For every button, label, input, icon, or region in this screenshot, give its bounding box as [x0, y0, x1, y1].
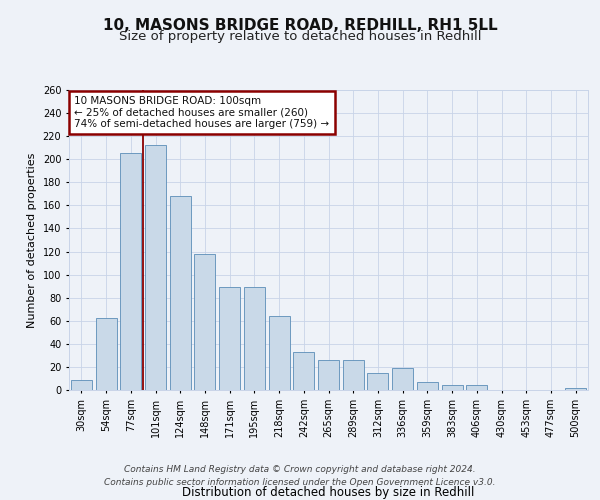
Text: Contains HM Land Registry data © Crown copyright and database right 2024.
Contai: Contains HM Land Registry data © Crown c…: [104, 465, 496, 487]
Bar: [367, 372, 388, 390]
Bar: [219, 288, 240, 390]
Text: 10, MASONS BRIDGE ROAD, REDHILL, RH1 5LL: 10, MASONS BRIDGE ROAD, REDHILL, RH1 5LL: [103, 18, 497, 32]
Bar: [318, 360, 339, 390]
Bar: [145, 146, 166, 390]
X-axis label: Distribution of detached houses by size in Redhill: Distribution of detached houses by size …: [182, 486, 475, 498]
Bar: [293, 352, 314, 390]
Bar: [392, 368, 413, 390]
Bar: [269, 316, 290, 390]
Bar: [71, 380, 92, 390]
Bar: [120, 154, 141, 390]
Bar: [466, 386, 487, 390]
Text: 10 MASONS BRIDGE ROAD: 100sqm
← 25% of detached houses are smaller (260)
74% of : 10 MASONS BRIDGE ROAD: 100sqm ← 25% of d…: [74, 96, 329, 129]
Bar: [417, 382, 438, 390]
Bar: [170, 196, 191, 390]
Bar: [244, 288, 265, 390]
Bar: [95, 318, 116, 390]
Text: Size of property relative to detached houses in Redhill: Size of property relative to detached ho…: [119, 30, 481, 43]
Bar: [194, 254, 215, 390]
Y-axis label: Number of detached properties: Number of detached properties: [27, 152, 37, 328]
Bar: [565, 388, 586, 390]
Bar: [343, 360, 364, 390]
Bar: [442, 386, 463, 390]
